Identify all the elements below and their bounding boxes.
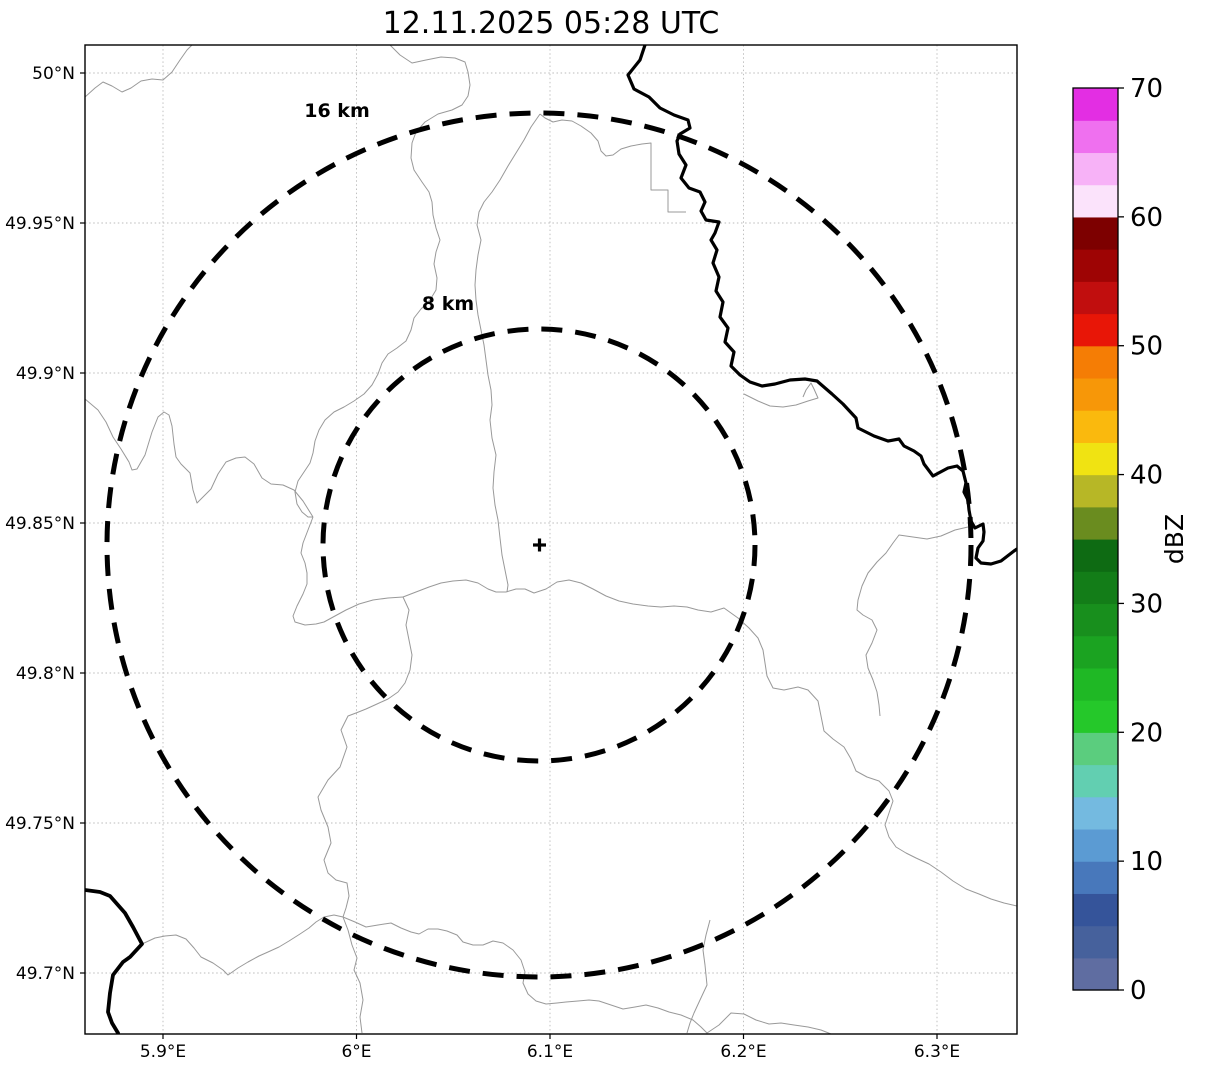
colorbar-segment [1073, 700, 1118, 733]
admin-boundary-line [141, 914, 344, 976]
colorbar-tick-label: 50 [1130, 332, 1163, 362]
plot-border [84, 44, 1018, 1035]
colorbar-segment [1073, 474, 1118, 508]
admin-boundary-line [317, 596, 413, 1034]
admin-boundary-line [342, 916, 832, 1034]
admin-boundary-line [292, 516, 404, 626]
y-tick-label: 49.8°N [16, 664, 75, 684]
colorbar-axis-label: dBZ [1160, 514, 1189, 564]
admin-boundaries [85, 45, 1017, 1034]
admin-boundary-line [686, 919, 711, 1034]
x-tick-label: 6.3°E [914, 1042, 960, 1062]
inner-range-ring [320, 326, 758, 764]
colorbar-segment [1073, 957, 1118, 991]
river-border-line [626, 45, 1017, 566]
x-tick-label: 6.2°E [720, 1042, 766, 1062]
colorbar-tick-label: 70 [1130, 74, 1163, 104]
colorbar-segment [1073, 410, 1118, 443]
colorbar-tick-label: 40 [1130, 461, 1163, 491]
colorbar-segment [1073, 345, 1118, 379]
admin-boundary-line [743, 382, 819, 408]
y-tick-label: 49.75°N [5, 814, 75, 834]
x-tick-label: 6.1°E [527, 1042, 573, 1062]
colorbar-segment [1073, 120, 1118, 154]
colorbar-segment [1073, 539, 1118, 572]
colorbar-segment [1073, 571, 1118, 605]
colorbar-tick-label: 60 [1130, 203, 1163, 233]
colorbar-segment [1073, 216, 1118, 250]
admin-boundary-line [85, 398, 314, 518]
figure-title: 12.11.2025 05:28 UTC [383, 6, 720, 41]
colorbar-segment [1073, 506, 1118, 540]
admin-boundary-line [402, 579, 1017, 907]
admin-boundary-line [474, 113, 541, 593]
colorbar-tick-label: 20 [1130, 718, 1163, 748]
colorbar-segment [1073, 635, 1118, 669]
colorbar-segment [1073, 925, 1118, 959]
admin-boundary-line [856, 526, 969, 717]
colorbar-segment [1073, 88, 1118, 121]
y-tick-label: 49.9°N [16, 364, 75, 384]
colorbar-segment [1073, 249, 1118, 282]
y-tick-label: 49.95°N [5, 214, 75, 234]
colorbar-tick-label: 30 [1130, 589, 1163, 619]
colorbar-segment [1073, 442, 1118, 476]
colorbar-segment [1073, 184, 1118, 218]
colorbar-tick-label: 0 [1130, 976, 1147, 1006]
colorbar-tick-label: 10 [1130, 847, 1163, 877]
colorbar [1073, 88, 1118, 991]
outer-range-ring [104, 110, 974, 980]
colorbar-border [1072, 87, 1119, 991]
admin-boundary-line [85, 45, 193, 98]
radar-center-marker [533, 538, 546, 552]
y-tick-label: 49.7°N [16, 964, 75, 984]
range-ring-label-8km: 8 km [422, 293, 474, 315]
y-tick-label: 49.85°N [5, 514, 75, 534]
x-tick-label: 5.9°E [140, 1042, 186, 1062]
colorbar-segment [1073, 377, 1118, 411]
y-tick-label: 50°N [32, 64, 75, 84]
colorbar-segment [1073, 732, 1118, 766]
border-line-southwest [85, 888, 144, 1034]
colorbar-segment [1073, 603, 1118, 637]
colorbar-segment [1073, 281, 1118, 315]
colorbar-segment [1073, 667, 1118, 701]
range-ring-label-16km: 16 km [304, 100, 370, 122]
colorbar-segment [1073, 764, 1118, 798]
admin-boundary-line [294, 45, 471, 518]
colorbar-segment [1073, 893, 1118, 927]
admin-boundary-line [539, 113, 686, 213]
colorbar-segment [1073, 861, 1118, 894]
colorbar-segment [1073, 828, 1118, 862]
axis-labels: 50°N 49.95°N 49.9°N 49.85°N 49.8°N 49.75°N 49.… [5, 64, 960, 1062]
x-tick-label: 6°E [341, 1042, 371, 1062]
colorbar-segment [1073, 152, 1118, 186]
grid-lines [85, 45, 1017, 1034]
colorbar-segment [1073, 313, 1118, 347]
colorbar-segment [1073, 796, 1118, 830]
colorbar-ticks: 0 10 20 30 40 50 60 70 [1118, 74, 1163, 1006]
